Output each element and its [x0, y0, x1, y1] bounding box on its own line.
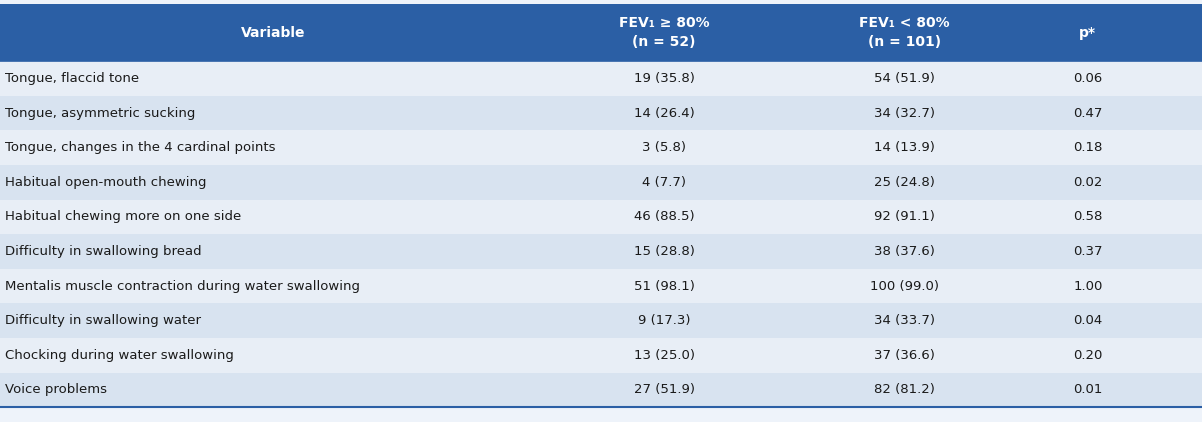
Bar: [0, 234, 1202, 269]
Text: 1.00: 1.00: [1073, 280, 1102, 292]
Text: 15 (28.8): 15 (28.8): [633, 245, 695, 258]
Text: 0.02: 0.02: [1073, 176, 1102, 189]
Text: Mentalis muscle contraction during water swallowing: Mentalis muscle contraction during water…: [5, 280, 359, 292]
Text: Tongue, changes in the 4 cardinal points: Tongue, changes in the 4 cardinal points: [5, 141, 275, 154]
Bar: [0, 338, 1202, 373]
Text: 37 (36.6): 37 (36.6): [874, 349, 935, 362]
Text: Habitual chewing more on one side: Habitual chewing more on one side: [5, 211, 242, 223]
Text: 4 (7.7): 4 (7.7): [642, 176, 686, 189]
Text: 0.20: 0.20: [1073, 349, 1102, 362]
Text: 46 (88.5): 46 (88.5): [633, 211, 695, 223]
Text: 82 (81.2): 82 (81.2): [874, 384, 935, 396]
Text: 100 (99.0): 100 (99.0): [870, 280, 939, 292]
Text: Voice problems: Voice problems: [5, 384, 107, 396]
Text: 0.18: 0.18: [1073, 141, 1102, 154]
Text: Difficulty in swallowing bread: Difficulty in swallowing bread: [5, 245, 202, 258]
Text: 0.06: 0.06: [1073, 72, 1102, 85]
Text: 14 (26.4): 14 (26.4): [633, 107, 695, 119]
Bar: [0, 165, 1202, 200]
Text: FEV₁ < 80%: FEV₁ < 80%: [859, 16, 950, 30]
Bar: [0, 96, 1202, 130]
Text: Variable: Variable: [242, 26, 305, 40]
Text: 19 (35.8): 19 (35.8): [633, 72, 695, 85]
Text: 25 (24.8): 25 (24.8): [874, 176, 935, 189]
Text: 38 (37.6): 38 (37.6): [874, 245, 935, 258]
Text: 0.47: 0.47: [1073, 107, 1102, 119]
Text: Difficulty in swallowing water: Difficulty in swallowing water: [5, 314, 201, 327]
Bar: [0, 61, 1202, 96]
Text: 3 (5.8): 3 (5.8): [642, 141, 686, 154]
Text: Chocking during water swallowing: Chocking during water swallowing: [5, 349, 233, 362]
Text: 51 (98.1): 51 (98.1): [633, 280, 695, 292]
Text: p*: p*: [1079, 26, 1096, 40]
Text: Habitual open-mouth chewing: Habitual open-mouth chewing: [5, 176, 207, 189]
Bar: [0, 4, 1202, 61]
Text: 14 (13.9): 14 (13.9): [874, 141, 935, 154]
Text: 92 (91.1): 92 (91.1): [874, 211, 935, 223]
Text: Tongue, asymmetric sucking: Tongue, asymmetric sucking: [5, 107, 195, 119]
Text: FEV₁ ≥ 80%: FEV₁ ≥ 80%: [619, 16, 709, 30]
Text: 27 (51.9): 27 (51.9): [633, 384, 695, 396]
Text: 13 (25.0): 13 (25.0): [633, 349, 695, 362]
Text: 34 (33.7): 34 (33.7): [874, 314, 935, 327]
Bar: [0, 130, 1202, 165]
Text: (n = 101): (n = 101): [868, 35, 941, 49]
Text: 34 (32.7): 34 (32.7): [874, 107, 935, 119]
Text: 0.37: 0.37: [1073, 245, 1102, 258]
Bar: [0, 303, 1202, 338]
Bar: [0, 373, 1202, 407]
Text: 0.58: 0.58: [1073, 211, 1102, 223]
Text: 0.01: 0.01: [1073, 384, 1102, 396]
Text: 9 (17.3): 9 (17.3): [638, 314, 690, 327]
Text: 54 (51.9): 54 (51.9): [874, 72, 935, 85]
Text: 0.04: 0.04: [1073, 314, 1102, 327]
Text: (n = 52): (n = 52): [632, 35, 696, 49]
Text: Tongue, flaccid tone: Tongue, flaccid tone: [5, 72, 139, 85]
Bar: [0, 269, 1202, 303]
Bar: [0, 200, 1202, 234]
